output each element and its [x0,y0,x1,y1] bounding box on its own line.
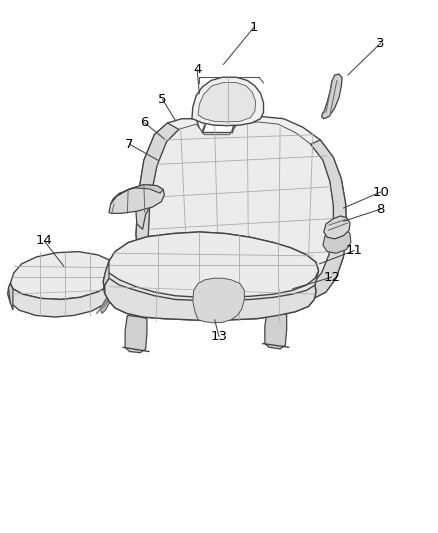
Text: 13: 13 [211,330,227,343]
Polygon shape [265,312,287,349]
Polygon shape [103,232,318,321]
Polygon shape [100,288,118,313]
Text: 5: 5 [158,93,166,106]
Polygon shape [9,284,13,310]
Polygon shape [135,187,157,229]
Polygon shape [109,184,164,213]
Text: 3: 3 [376,37,385,50]
Polygon shape [103,261,109,293]
Text: 10: 10 [372,185,389,199]
Polygon shape [111,184,163,204]
Polygon shape [148,122,333,294]
Polygon shape [125,316,147,353]
Polygon shape [136,123,179,294]
Polygon shape [292,140,346,303]
Text: 12: 12 [323,271,340,284]
Text: 7: 7 [125,138,134,151]
Text: 8: 8 [376,203,385,215]
Polygon shape [198,83,256,122]
Polygon shape [193,278,244,323]
Text: 4: 4 [193,63,201,76]
Polygon shape [8,278,117,317]
Text: 1: 1 [250,21,258,34]
Polygon shape [105,278,316,321]
Polygon shape [11,252,118,300]
Text: 14: 14 [36,235,53,247]
Polygon shape [324,216,350,239]
Polygon shape [192,77,264,126]
Polygon shape [136,117,346,303]
Polygon shape [106,232,318,297]
Polygon shape [321,74,342,119]
Polygon shape [323,227,351,253]
Text: 6: 6 [141,117,149,130]
Text: 11: 11 [346,244,363,257]
